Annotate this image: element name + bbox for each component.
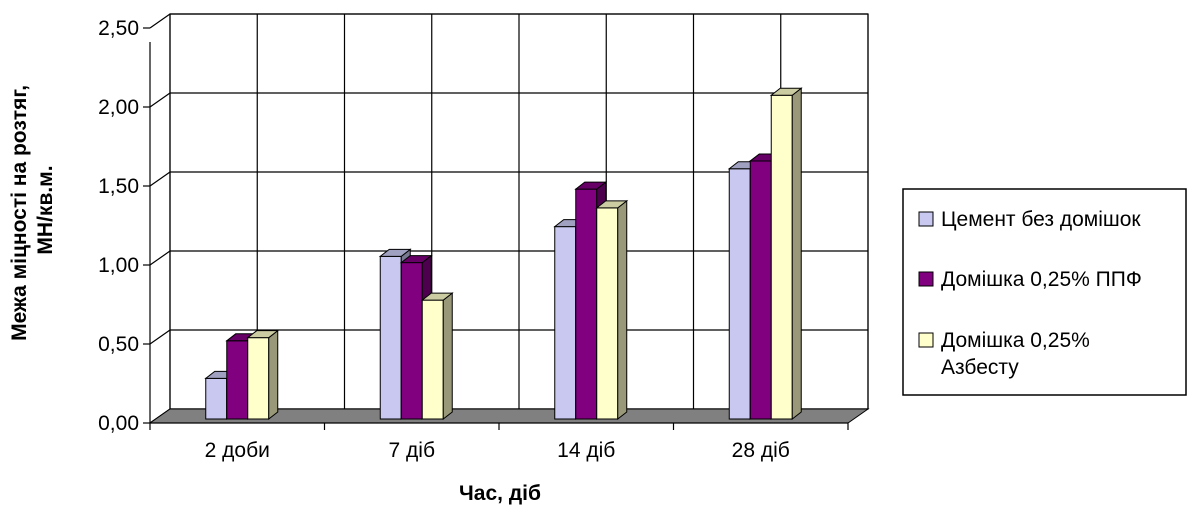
bar-front — [728, 168, 751, 420]
legend-box — [902, 188, 1187, 396]
legend-label-ppf: Домішка 0,25% ППФ — [941, 268, 1142, 291]
legend-label-asbestos-line-1: Домішка 0,25% — [941, 329, 1090, 352]
bar-top — [246, 330, 280, 339]
x-axis-title: Час, діб — [459, 482, 541, 505]
tick-labels: 0,00 0,50 1,00 1,50 2,00 2,50 2 доби 7 діб 14 ді… — [98, 17, 790, 462]
grid-line-diag — [149, 250, 171, 266]
bar-side — [268, 329, 279, 421]
bar-front — [596, 207, 619, 420]
bar-top — [574, 181, 608, 190]
bar-front — [554, 226, 577, 420]
bar-side — [442, 292, 453, 421]
x-tick-label: 28 діб — [732, 439, 790, 462]
legend-label-asbestos: Домішка 0,25% Азбесту — [941, 329, 1096, 379]
bar — [420, 292, 454, 421]
bar-side — [791, 87, 802, 421]
grid-line-diag — [149, 13, 171, 29]
bar-front — [770, 94, 793, 420]
bar-side — [617, 199, 628, 421]
bar-top — [399, 255, 433, 264]
legend-label-cement: Цемент без домішок — [941, 208, 1141, 231]
x-tick-label: 2 доби — [205, 439, 270, 462]
y-tick-label: 1,50 — [98, 175, 139, 198]
bar-front — [575, 188, 598, 420]
bar-front — [400, 262, 423, 420]
y-tick-label: 2,00 — [98, 96, 139, 119]
y-tick-label: 2,50 — [98, 17, 139, 40]
bar-front — [205, 377, 228, 420]
bar-front — [421, 299, 444, 420]
legend-swatch-cement — [918, 211, 934, 227]
bar-front — [379, 255, 402, 420]
bar-front — [226, 340, 249, 420]
grid-line-diag — [149, 329, 171, 345]
bar-top — [420, 292, 454, 301]
legend: Цемент без домішок Домішка 0,25% ППФ Дом… — [902, 188, 1187, 396]
y-tick-label: 1,00 — [98, 254, 139, 277]
bar-top — [769, 87, 803, 96]
y-axis-title: Межа міцності на розтяг, МН/кв.м. — [8, 79, 57, 341]
grid-line-diag — [149, 171, 171, 187]
x-tick-label: 14 діб — [557, 439, 615, 462]
bar — [769, 87, 803, 421]
bars — [204, 87, 803, 421]
y-axis-title-line-2: МН/кв.м. — [34, 165, 57, 254]
x-tick-label: 7 діб — [389, 439, 435, 462]
bar-front — [749, 160, 772, 420]
bar-top — [595, 200, 629, 209]
y-axis-title-line-1: Межа міцності на розтяг, — [8, 85, 31, 341]
legend-label-asbestos-line-2: Азбесту — [941, 356, 1019, 379]
grid-line-diag — [149, 92, 171, 108]
bar-front — [247, 337, 270, 420]
legend-swatch-asbestos — [918, 332, 934, 348]
y-tick-label: 0,50 — [98, 333, 139, 356]
legend-swatch-ppf — [918, 271, 934, 287]
bar — [595, 199, 629, 421]
bar — [246, 329, 280, 421]
bar-top — [378, 248, 412, 257]
axes — [143, 27, 849, 430]
y-tick-label: 0,00 — [98, 412, 139, 435]
